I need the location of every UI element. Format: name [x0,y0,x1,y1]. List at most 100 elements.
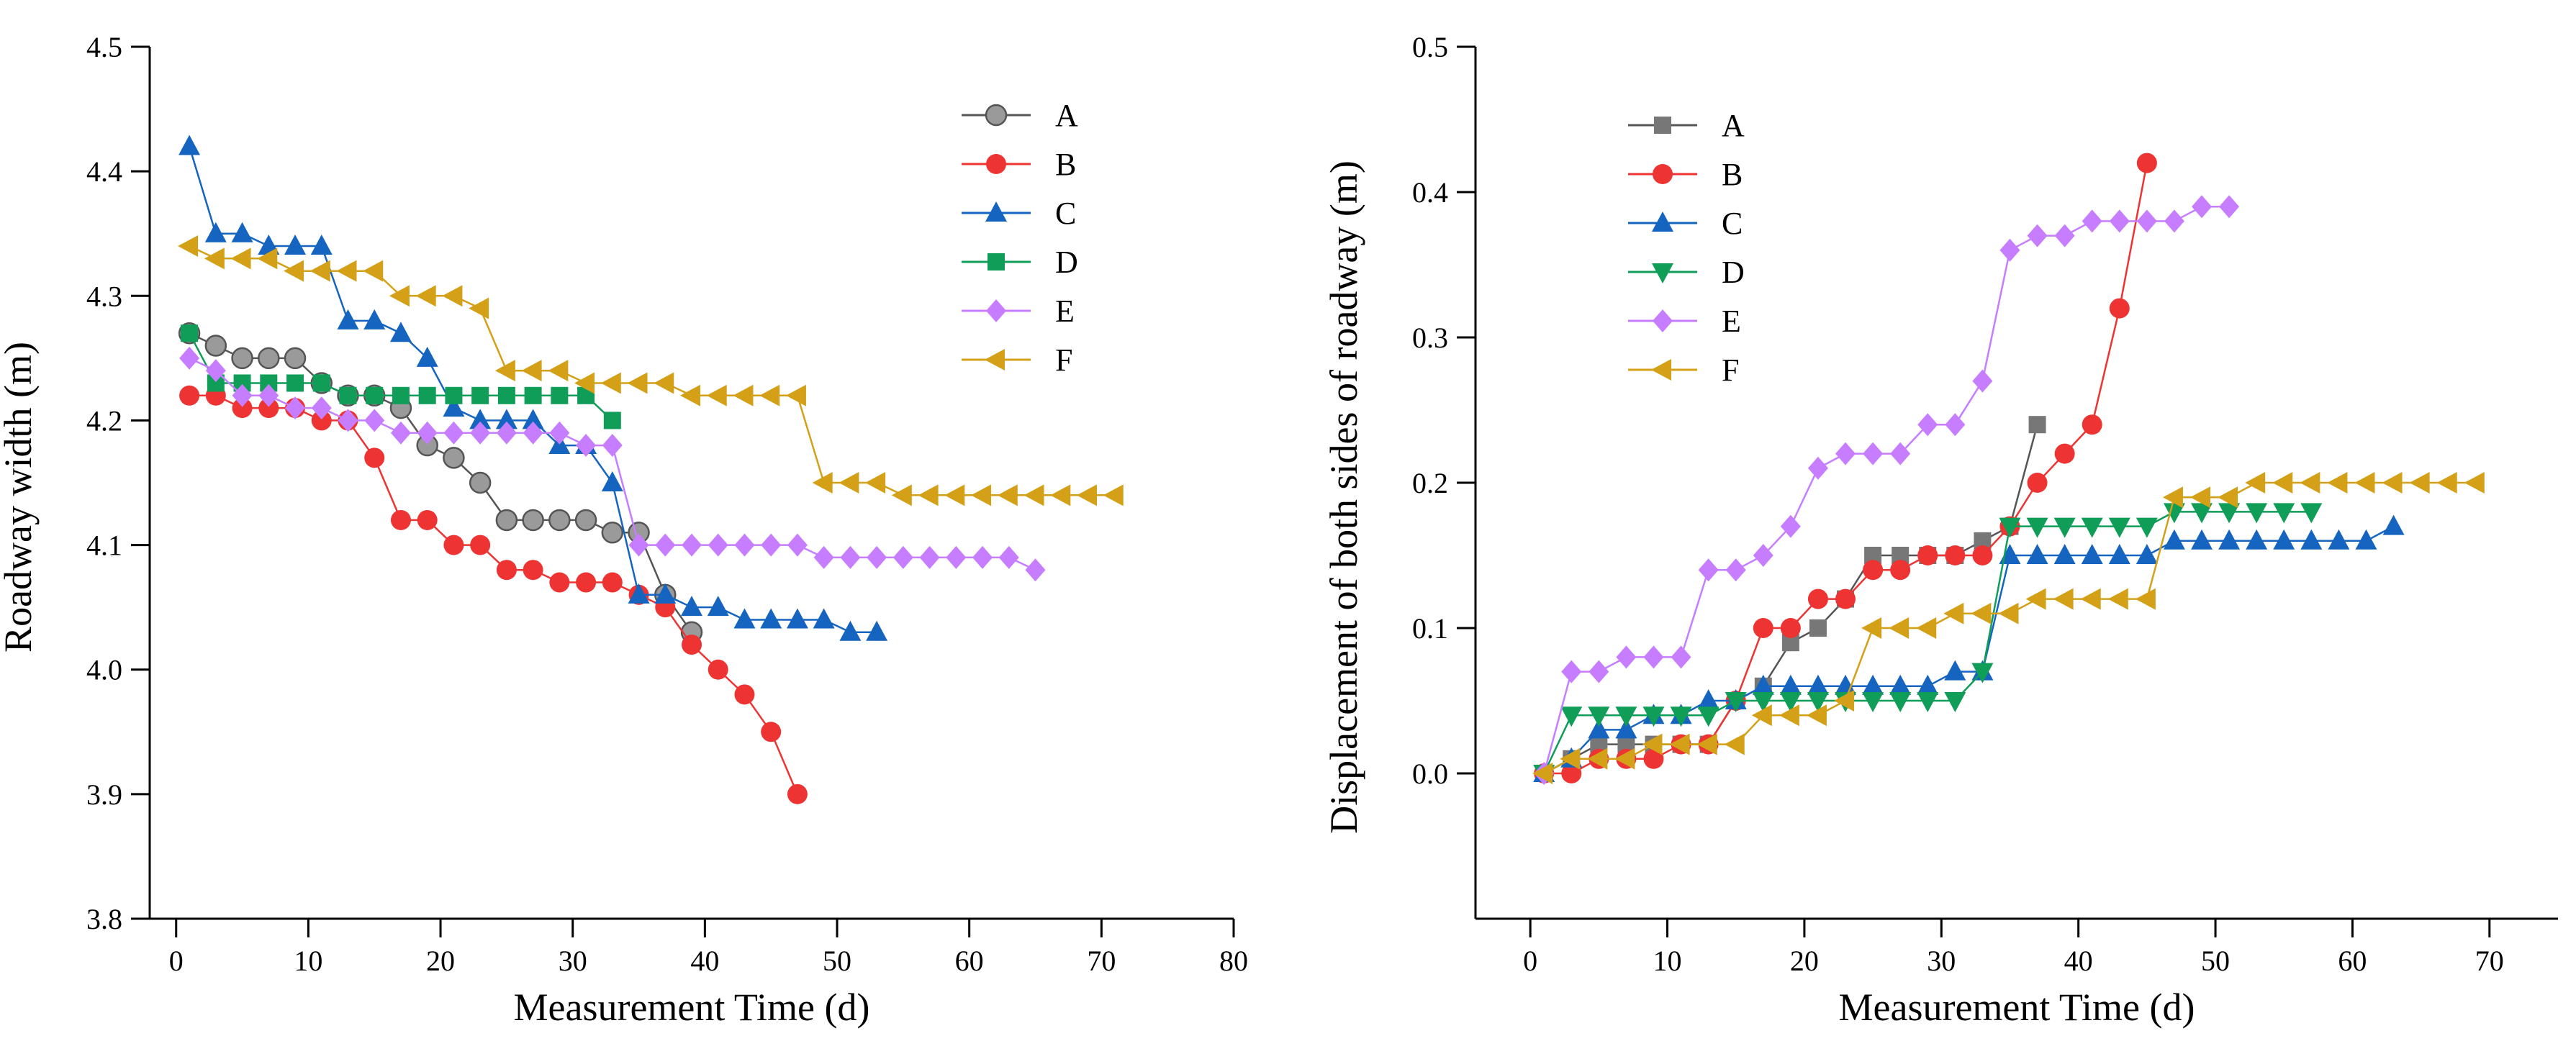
data-point-C [813,608,835,629]
data-point-A [1809,619,1827,637]
series-B [1534,153,2157,783]
y-tick-label: 0.5 [1412,31,1448,63]
data-point-C [654,583,677,604]
legend-marker [985,349,1005,371]
legend-entry-E: E [962,294,1075,329]
x-tick-label: 70 [1087,945,1116,977]
x-tick-label: 30 [559,945,587,977]
data-point-F [2409,472,2430,494]
data-point-C [337,309,359,329]
data-point-D [603,412,621,429]
series-line-B [189,394,799,795]
data-point-C [681,596,702,617]
x-tick-label: 10 [294,945,322,977]
data-point-E [258,383,279,407]
x-tick-label: 20 [426,945,455,977]
data-point-F [1669,733,1690,755]
data-point-C [733,608,756,629]
data-point-C [2328,529,2350,550]
data-point-C [363,309,386,329]
legend-label: C [1055,196,1076,231]
y-axis-title: Displacement of both sides of roadway (m… [1322,160,1365,834]
data-point-C [416,346,438,367]
series-B [179,385,808,804]
data-point-F [1916,617,1937,639]
data-point-F [2354,472,2375,494]
data-point-F [204,247,225,270]
data-point-F [2300,472,2320,494]
data-point-F [839,472,859,494]
legend-entry-D: D [1628,255,1745,290]
data-point-D [497,386,515,404]
data-point-F [257,247,278,270]
data-point-B [1863,560,1884,581]
data-point-E [655,533,676,557]
legend-marker [1653,309,1673,332]
data-point-D [1807,692,1829,712]
data-point-A [2028,416,2046,434]
y-tick-label: 4.3 [86,280,122,312]
data-point-D [2108,517,2130,538]
y-tick-label: 0.1 [1412,612,1448,645]
data-point-C [1588,718,1610,739]
data-point-F [2053,588,2074,610]
series-F [178,235,1124,506]
data-point-D [1588,706,1610,727]
y-tick-label: 4.5 [86,31,122,63]
data-point-A [443,447,465,469]
data-point-F [1724,733,1745,755]
data-point-F [627,372,648,394]
data-point-B [1807,588,1828,609]
series-E [1534,195,2240,785]
series-line-E [1542,205,2230,774]
data-point-E [1835,442,1856,465]
data-point-A [231,347,253,370]
data-point-F [574,372,595,394]
data-point-C [1944,660,1966,681]
data-point-C [284,235,307,255]
data-point-E [285,396,306,420]
data-point-F [2190,486,2211,509]
data-point-B [1917,545,1938,565]
data-point-B [2027,473,2048,493]
data-point-B [682,635,702,655]
legend-entry-F: F [1628,353,1739,388]
data-point-B [470,535,491,555]
data-point-F [1998,602,2019,624]
data-point-C [2053,544,2076,564]
legend-label: E [1722,304,1741,339]
data-point-E [2054,224,2075,247]
data-point-D [339,386,357,404]
data-point-B [1561,763,1582,783]
data-point-D [1670,706,1692,727]
x-tick-label: 50 [823,945,851,977]
y-tick-label: 0.0 [1412,758,1448,790]
data-point-C [389,322,412,342]
legend-marker [1654,117,1671,134]
data-point-D [1642,706,1665,727]
data-point-F [2464,472,2485,494]
data-point-B [2109,298,2130,319]
legend-label: B [1055,147,1076,182]
series-D [1533,503,2323,785]
data-point-C [1752,674,1774,695]
data-point-E [576,434,597,458]
data-point-E [1698,558,1719,582]
data-point-F [1806,704,1827,727]
data-point-E [549,421,570,445]
data-point-C [2163,529,2185,550]
legend-label: D [1722,255,1745,290]
data-point-E [2164,209,2184,233]
data-point-E [972,545,993,569]
data-point-E [2219,195,2240,219]
data-point-B [708,659,728,680]
legend-entry-C: C [1628,206,1743,241]
data-point-F [1587,747,1608,770]
data-point-E [417,421,438,445]
data-point-C [1999,544,2021,564]
y-tick-label: 0.2 [1412,467,1448,499]
x-tick-label: 0 [169,945,184,977]
data-point-D [2273,503,2295,524]
legend-marker [986,154,1006,174]
data-point-D [445,386,463,404]
